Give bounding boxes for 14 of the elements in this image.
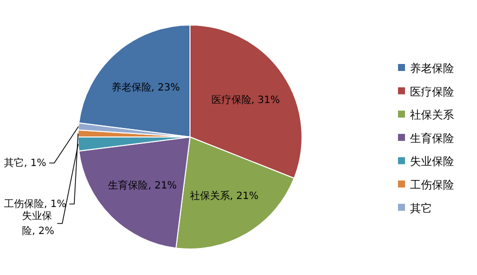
- legend-label: 其它: [410, 202, 432, 215]
- data-label: 生育保险, 21%: [108, 180, 177, 192]
- legend-label: 养老保险: [410, 62, 454, 75]
- data-label: 养老保险, 23%: [111, 82, 180, 94]
- legend-label: 医疗保险: [410, 85, 454, 98]
- legend-label: 失业保险: [410, 155, 454, 168]
- legend-label: 社保关系: [410, 108, 454, 122]
- data-label: 工伤保险, 1%: [4, 198, 66, 210]
- legend-label: 生育保险: [410, 132, 454, 145]
- legend-label: 工伤保险: [410, 178, 454, 192]
- data-label: 医疗保险, 31%: [211, 94, 280, 106]
- data-label: 社保关系, 21%: [190, 190, 259, 202]
- data-label: 其它, 1%: [4, 157, 46, 169]
- data-label: 失业保险, 2%: [22, 210, 54, 237]
